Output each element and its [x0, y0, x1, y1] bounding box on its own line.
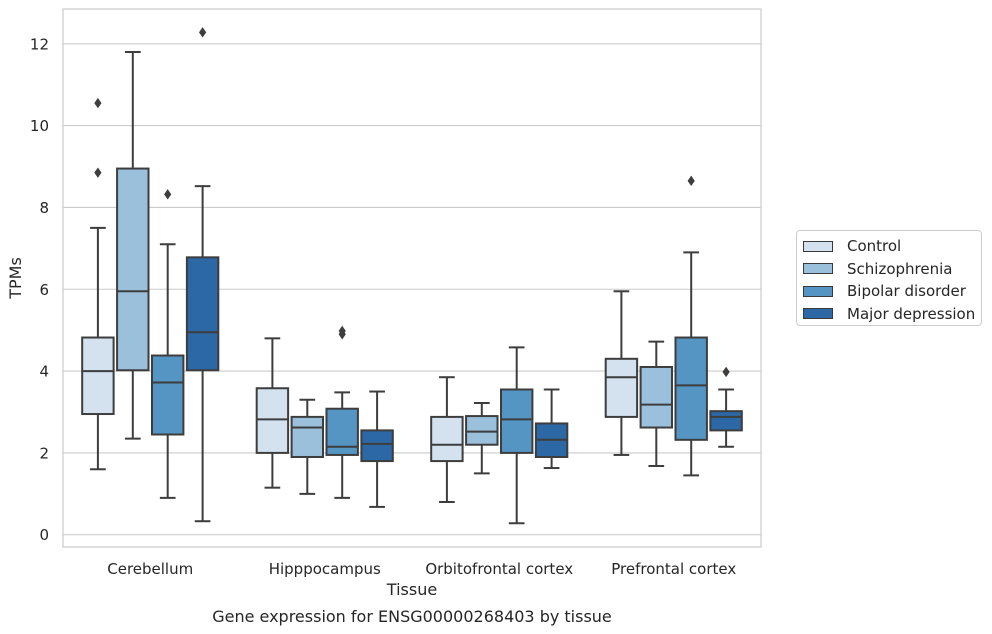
y-tick-label-3: 6 — [39, 281, 49, 299]
box-body — [604, 357, 639, 418]
legend-swatch-major-depression — [803, 308, 833, 320]
box-body — [150, 354, 185, 436]
legend-label-schizophrenia: Schizophrenia — [847, 259, 953, 278]
legend-swatch-bipolar-disorder — [803, 285, 833, 297]
box-0-3 — [604, 290, 639, 456]
box-1-0 — [116, 50, 150, 440]
box-body — [81, 336, 115, 416]
box-0-2 — [430, 376, 464, 503]
box-0-0 — [81, 97, 115, 471]
box-3-1 — [360, 390, 394, 508]
box-1-3 — [639, 340, 674, 467]
box-0-1 — [255, 337, 290, 489]
box-body — [499, 388, 534, 454]
x-tick-labels: Cerebellum Hipppocampus Orbitofrontal cort… — [107, 560, 736, 578]
y-tick-label-0: 0 — [39, 526, 49, 544]
box-2-3 — [674, 175, 708, 477]
box-body — [255, 387, 290, 454]
legend-swatch-control — [803, 240, 833, 252]
legend-label-bipolar-disorder: Bipolar disorder — [847, 282, 966, 301]
box-1-1 — [290, 398, 325, 495]
outlier-point-0 — [199, 27, 207, 38]
box-2-0 — [150, 189, 185, 499]
y-tick-label-2: 4 — [39, 363, 49, 381]
box-body — [116, 167, 150, 372]
y-tick-label-4: 8 — [39, 199, 49, 217]
box-3-3 — [709, 366, 743, 448]
x-tick-label-3: Prefrontal cortex — [611, 560, 736, 578]
x-tick-label-0: Cerebellum — [107, 560, 193, 578]
box-3-2 — [534, 388, 569, 470]
y-axis-label: TPMs — [6, 257, 25, 300]
outlier-point-0 — [687, 175, 695, 187]
y-tick-labels: 0 2 4 6 8 10 12 — [30, 35, 49, 544]
y-tick-label-1: 2 — [39, 444, 49, 462]
legend-item-major-depression: Major depression — [803, 303, 981, 326]
box-2-2 — [499, 346, 534, 525]
legend-swatch-schizophrenia — [803, 263, 833, 275]
legend-item-bipolar-disorder: Bipolar disorder — [803, 280, 981, 303]
box-plots — [81, 27, 743, 525]
chart-title: Gene expression for ENSG00000268403 by t… — [212, 607, 612, 626]
x-tick-label-2: Orbitofrontal cortex — [425, 560, 573, 578]
box-body — [709, 410, 743, 432]
box-body — [639, 365, 674, 429]
box-2-1 — [325, 325, 359, 499]
box-body — [674, 336, 708, 441]
y-tick-label-6: 12 — [30, 35, 49, 53]
box-body — [360, 429, 394, 463]
x-tick-label-1: Hipppocampus — [269, 560, 381, 578]
outlier-point-0 — [164, 189, 172, 200]
grid-lines — [63, 43, 761, 536]
legend-item-schizophrenia: Schizophrenia — [803, 258, 981, 281]
legend: Control Schizophrenia Bipolar disorder M… — [796, 230, 982, 326]
y-tick-label-5: 10 — [30, 117, 49, 135]
x-axis-label: Tissue — [386, 580, 437, 599]
box-body — [290, 415, 325, 458]
legend-label-control: Control — [847, 237, 902, 256]
box-body — [465, 415, 499, 446]
outlier-point-0 — [722, 366, 730, 378]
box-body — [430, 415, 464, 463]
box-body — [325, 407, 359, 456]
box-1-2 — [465, 401, 499, 475]
box-3-0 — [185, 27, 220, 523]
box-body — [185, 256, 220, 372]
legend-item-control: Control — [803, 235, 981, 258]
outlier-point-1 — [94, 97, 102, 109]
outlier-point-0 — [94, 167, 102, 178]
outlier-point-1 — [338, 325, 346, 337]
legend-label-major-depression: Major depression — [847, 304, 976, 323]
plot-area — [62, 8, 762, 548]
